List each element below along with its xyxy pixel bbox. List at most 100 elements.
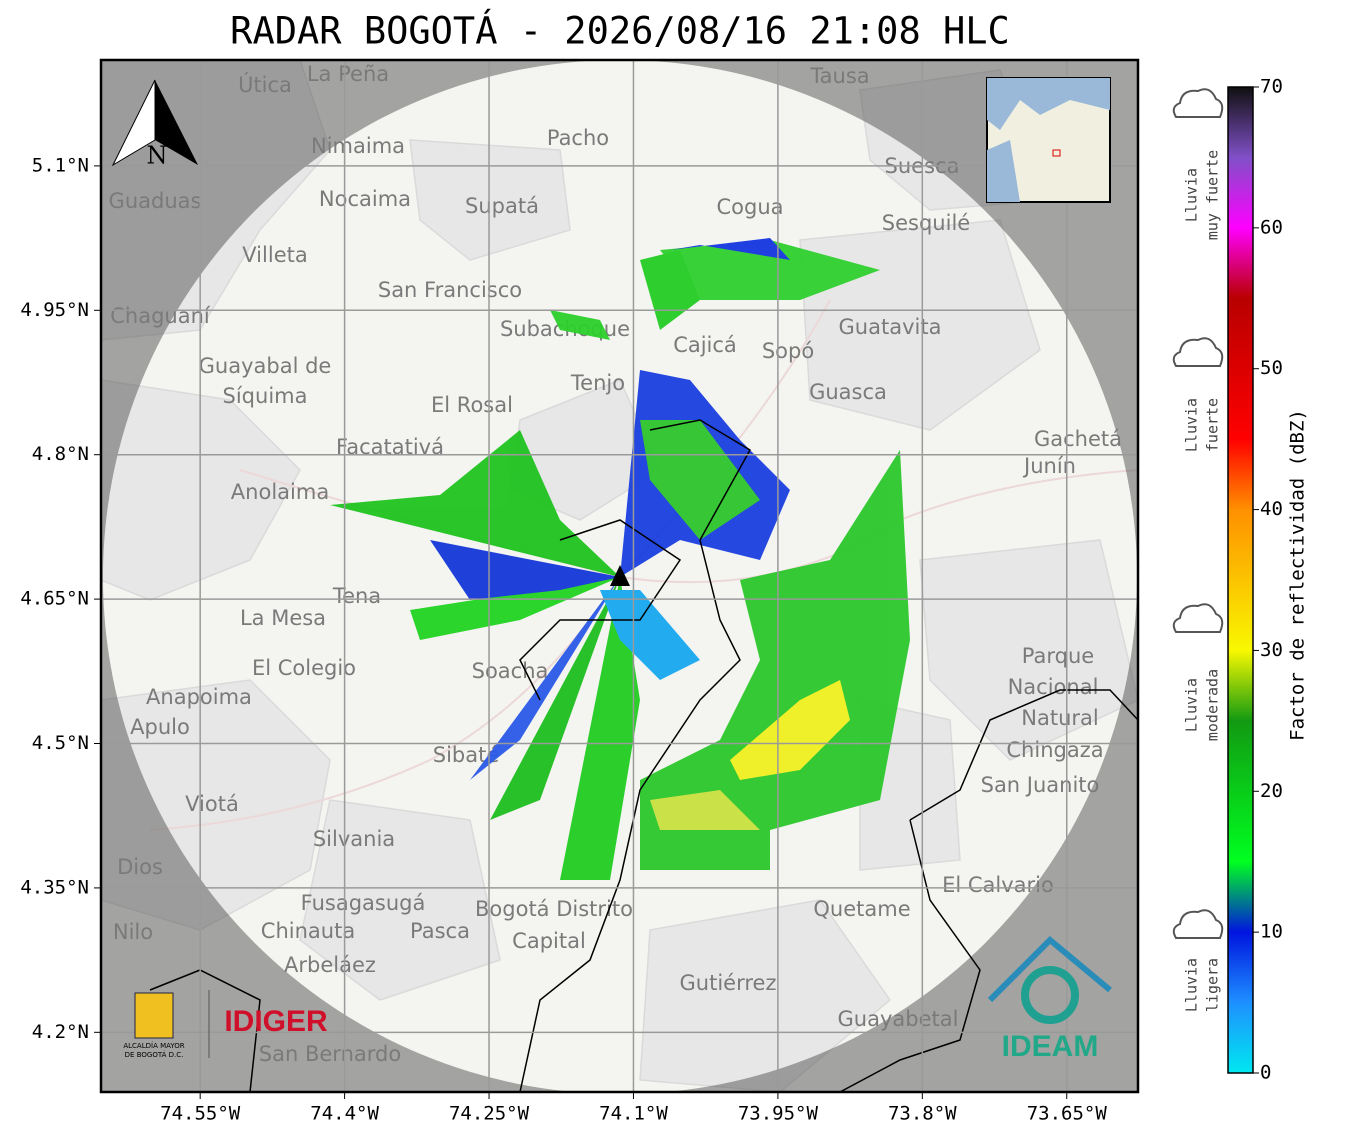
place-label: San Juanito [981,773,1100,797]
ticks: 74.55°W 74.4°W 74.25°W 74.1°W 73.95°W 73.8°W 7… [20,154,1107,1124]
logo-text: ALCALDÍA MAYOR [123,1041,184,1050]
place-label: Guasca [809,380,887,404]
place-label: Chingaza [1006,738,1103,762]
place-label: Cogua [716,195,783,219]
place-label: Parque [1022,644,1094,668]
cloud [1172,88,1224,118]
cloud [1172,603,1224,633]
logo-text: DE BOGOTÁ D.C. [125,1050,184,1059]
place-label: Guayabal de [199,354,332,378]
place-label: El Calvario [942,873,1054,897]
place-label: Quetame [813,897,910,921]
colorbar-tick-label: 60 [1260,216,1283,238]
map-frame [99,58,1140,1094]
place-label: Dios [117,855,163,879]
place-label: San Francisco [378,278,522,302]
legend-icon [1172,88,1224,118]
place-label: Chinauta [261,919,355,943]
place-label: Chaguaní [110,304,211,328]
colorbar-tick-label: 50 [1260,357,1283,379]
legend-label: Lluvia [1183,678,1201,732]
place-label: Apulo [130,715,190,739]
cloud [1172,909,1224,939]
place-label: Tausa [809,64,869,88]
place-label: La Mesa [240,606,326,630]
colorbar-tick-label: 30 [1260,639,1283,661]
y-tick-label: 4.35°N [20,876,89,898]
colorbar-tick-label: 70 [1260,76,1283,98]
x-tick-label: 74.4°W [310,1103,379,1125]
x-tick-label: 73.95°W [738,1103,819,1125]
place-label: Fusagasugá [301,891,426,915]
legend-icon [1172,603,1224,633]
place-label: Soacha [472,659,549,683]
place-label: El Rosal [431,393,513,417]
place-label: Junín [1022,454,1076,478]
place-label: Arbeláez [284,953,376,977]
place-label: Pasca [410,919,470,943]
place-label: Anolaima [231,480,329,504]
place-label: Guaduas [109,189,202,213]
place-label: El Colegio [252,656,356,680]
place-label: Nilo [113,920,153,944]
place-label: Sopó [762,339,814,363]
place-label: La Peña [307,62,389,86]
x-tick-label: 73.8°W [888,1103,957,1125]
legend-label: muy fuerte [1204,150,1222,240]
colorbar-tick-label: 20 [1260,780,1283,802]
legend-label: fuerte [1204,398,1222,452]
logo-text: IDEAM [1002,1030,1099,1063]
y-tick-label: 4.95°N [20,299,89,321]
x-tick-label: 74.25°W [449,1103,530,1125]
colorbar [1227,86,1254,1074]
legend-label: moderada [1204,669,1222,741]
place-label: Tenjo [570,371,625,395]
inset-map [986,77,1111,203]
legend-icon [1172,337,1224,367]
place-label: Supatá [465,194,539,218]
place-label: Guatavita [839,315,942,339]
place-label: Guayabetal [838,1007,959,1031]
x-tick-label: 73.65°W [1027,1103,1108,1125]
north-label: N [147,142,168,170]
place-label: Síquima [223,384,308,408]
place-label: Villeta [242,243,307,267]
colorbar-tick-label: 0 [1260,1062,1271,1084]
place-label: Sesquilé [882,211,970,235]
x-tick-label: 74.55°W [160,1103,241,1125]
colorbar-label: Factor de reflectividad (dBZ) [1287,409,1309,741]
logo-text: IDIGER [224,1005,328,1038]
alcaldia-logo: ALCALDÍA MAYOR DE BOGOTÁ D.C. IDIGER [123,990,328,1059]
place-label: Natural [1021,706,1098,730]
y-tick-label: 5.1°N [32,154,89,176]
map-area: La Peña Útica Tausa Pacho Nimaima Nocaima Supa… [101,60,1138,1092]
place-label: Útica [238,72,292,97]
place-label: Silvania [313,827,395,851]
grid [101,60,1138,1092]
colorbar-tick-label: 40 [1260,498,1283,520]
place-label: Nocaima [319,187,411,211]
place-label: Cajicá [673,333,737,357]
place-label: Gutiérrez [680,971,777,995]
north-arrow: N [111,79,198,170]
place-label: Tena [332,584,381,608]
place-label: Capital [512,929,586,953]
place-label: Viotá [185,792,239,816]
place-labels: La Peña Útica Tausa Pacho Nimaima Nocaima Supa… [109,62,1122,1066]
y-tick-label: 4.5°N [32,732,89,754]
legend-label: Lluvia [1183,958,1201,1012]
place-label: Nimaima [311,134,405,158]
legend-label: Lluvia [1183,168,1201,222]
legend-icon [1172,909,1224,939]
y-tick-label: 4.8°N [32,443,89,465]
cloud [1172,337,1224,367]
y-tick-label: 4.2°N [32,1021,89,1043]
legend-label: ligera [1204,958,1222,1012]
y-tick-label: 4.65°N [20,588,89,610]
place-label: Gachetá [1034,427,1122,451]
radar-echoes [330,238,910,880]
legend-label: Lluvia [1183,398,1201,452]
